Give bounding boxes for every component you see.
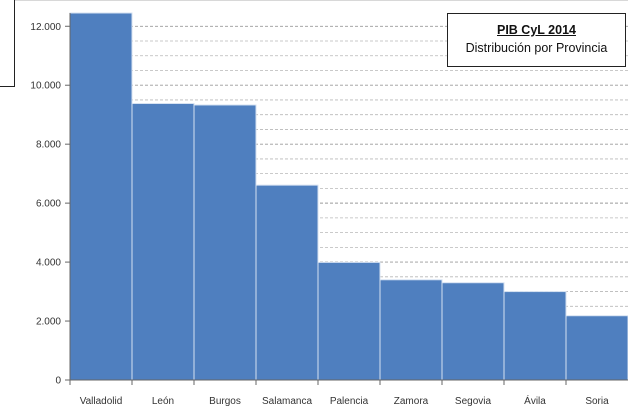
x-tick-label: León	[152, 396, 174, 407]
chart-subtitle: Distribución por Provincia	[465, 41, 608, 55]
chart-title-box: PIB CyL 2014 Distribución por Provincia	[447, 13, 626, 67]
bar-6	[379, 279, 443, 381]
x-tick-label: Burgos	[209, 396, 241, 407]
y-tick-label: 8.000	[36, 140, 61, 151]
y-tick-label: 2.000	[36, 317, 61, 328]
chart-title: PIB CyL 2014	[497, 23, 576, 37]
bar-5	[317, 261, 381, 381]
frame-corner-panel	[0, 0, 15, 87]
bar-1	[69, 12, 133, 381]
y-tick-label: 4.000	[36, 258, 61, 269]
y-axis-tick-labels: 0 2.000 4.000 6.000 8.000 10.000 12.000	[30, 22, 61, 387]
x-tick-label: Zamora	[394, 396, 429, 407]
x-tick-label: Valladolid	[80, 396, 123, 407]
x-tick-label: Segovia	[455, 396, 492, 407]
bar-8	[503, 291, 567, 381]
bar-4	[255, 184, 319, 381]
y-tick-label: 12.000	[30, 22, 61, 33]
y-tick-label: 6.000	[36, 199, 61, 210]
axes	[65, 13, 628, 385]
bar-9	[565, 315, 628, 381]
x-tick-label: Ávila	[524, 394, 546, 407]
bar-2	[131, 102, 195, 381]
x-tick-label: Soria	[585, 396, 609, 407]
frame-top-border	[14, 0, 628, 1]
y-tick-label: 10.000	[30, 81, 61, 92]
bar-3	[193, 104, 257, 381]
bar-7	[441, 282, 505, 381]
bars	[69, 12, 628, 381]
x-tick-label: Palencia	[330, 396, 369, 407]
x-tick-label: Salamanca	[262, 396, 312, 407]
y-tick-label: 0	[55, 376, 61, 387]
x-axis-tick-labels: Valladolid León Burgos Salamanca Palencia Zam…	[80, 394, 609, 407]
